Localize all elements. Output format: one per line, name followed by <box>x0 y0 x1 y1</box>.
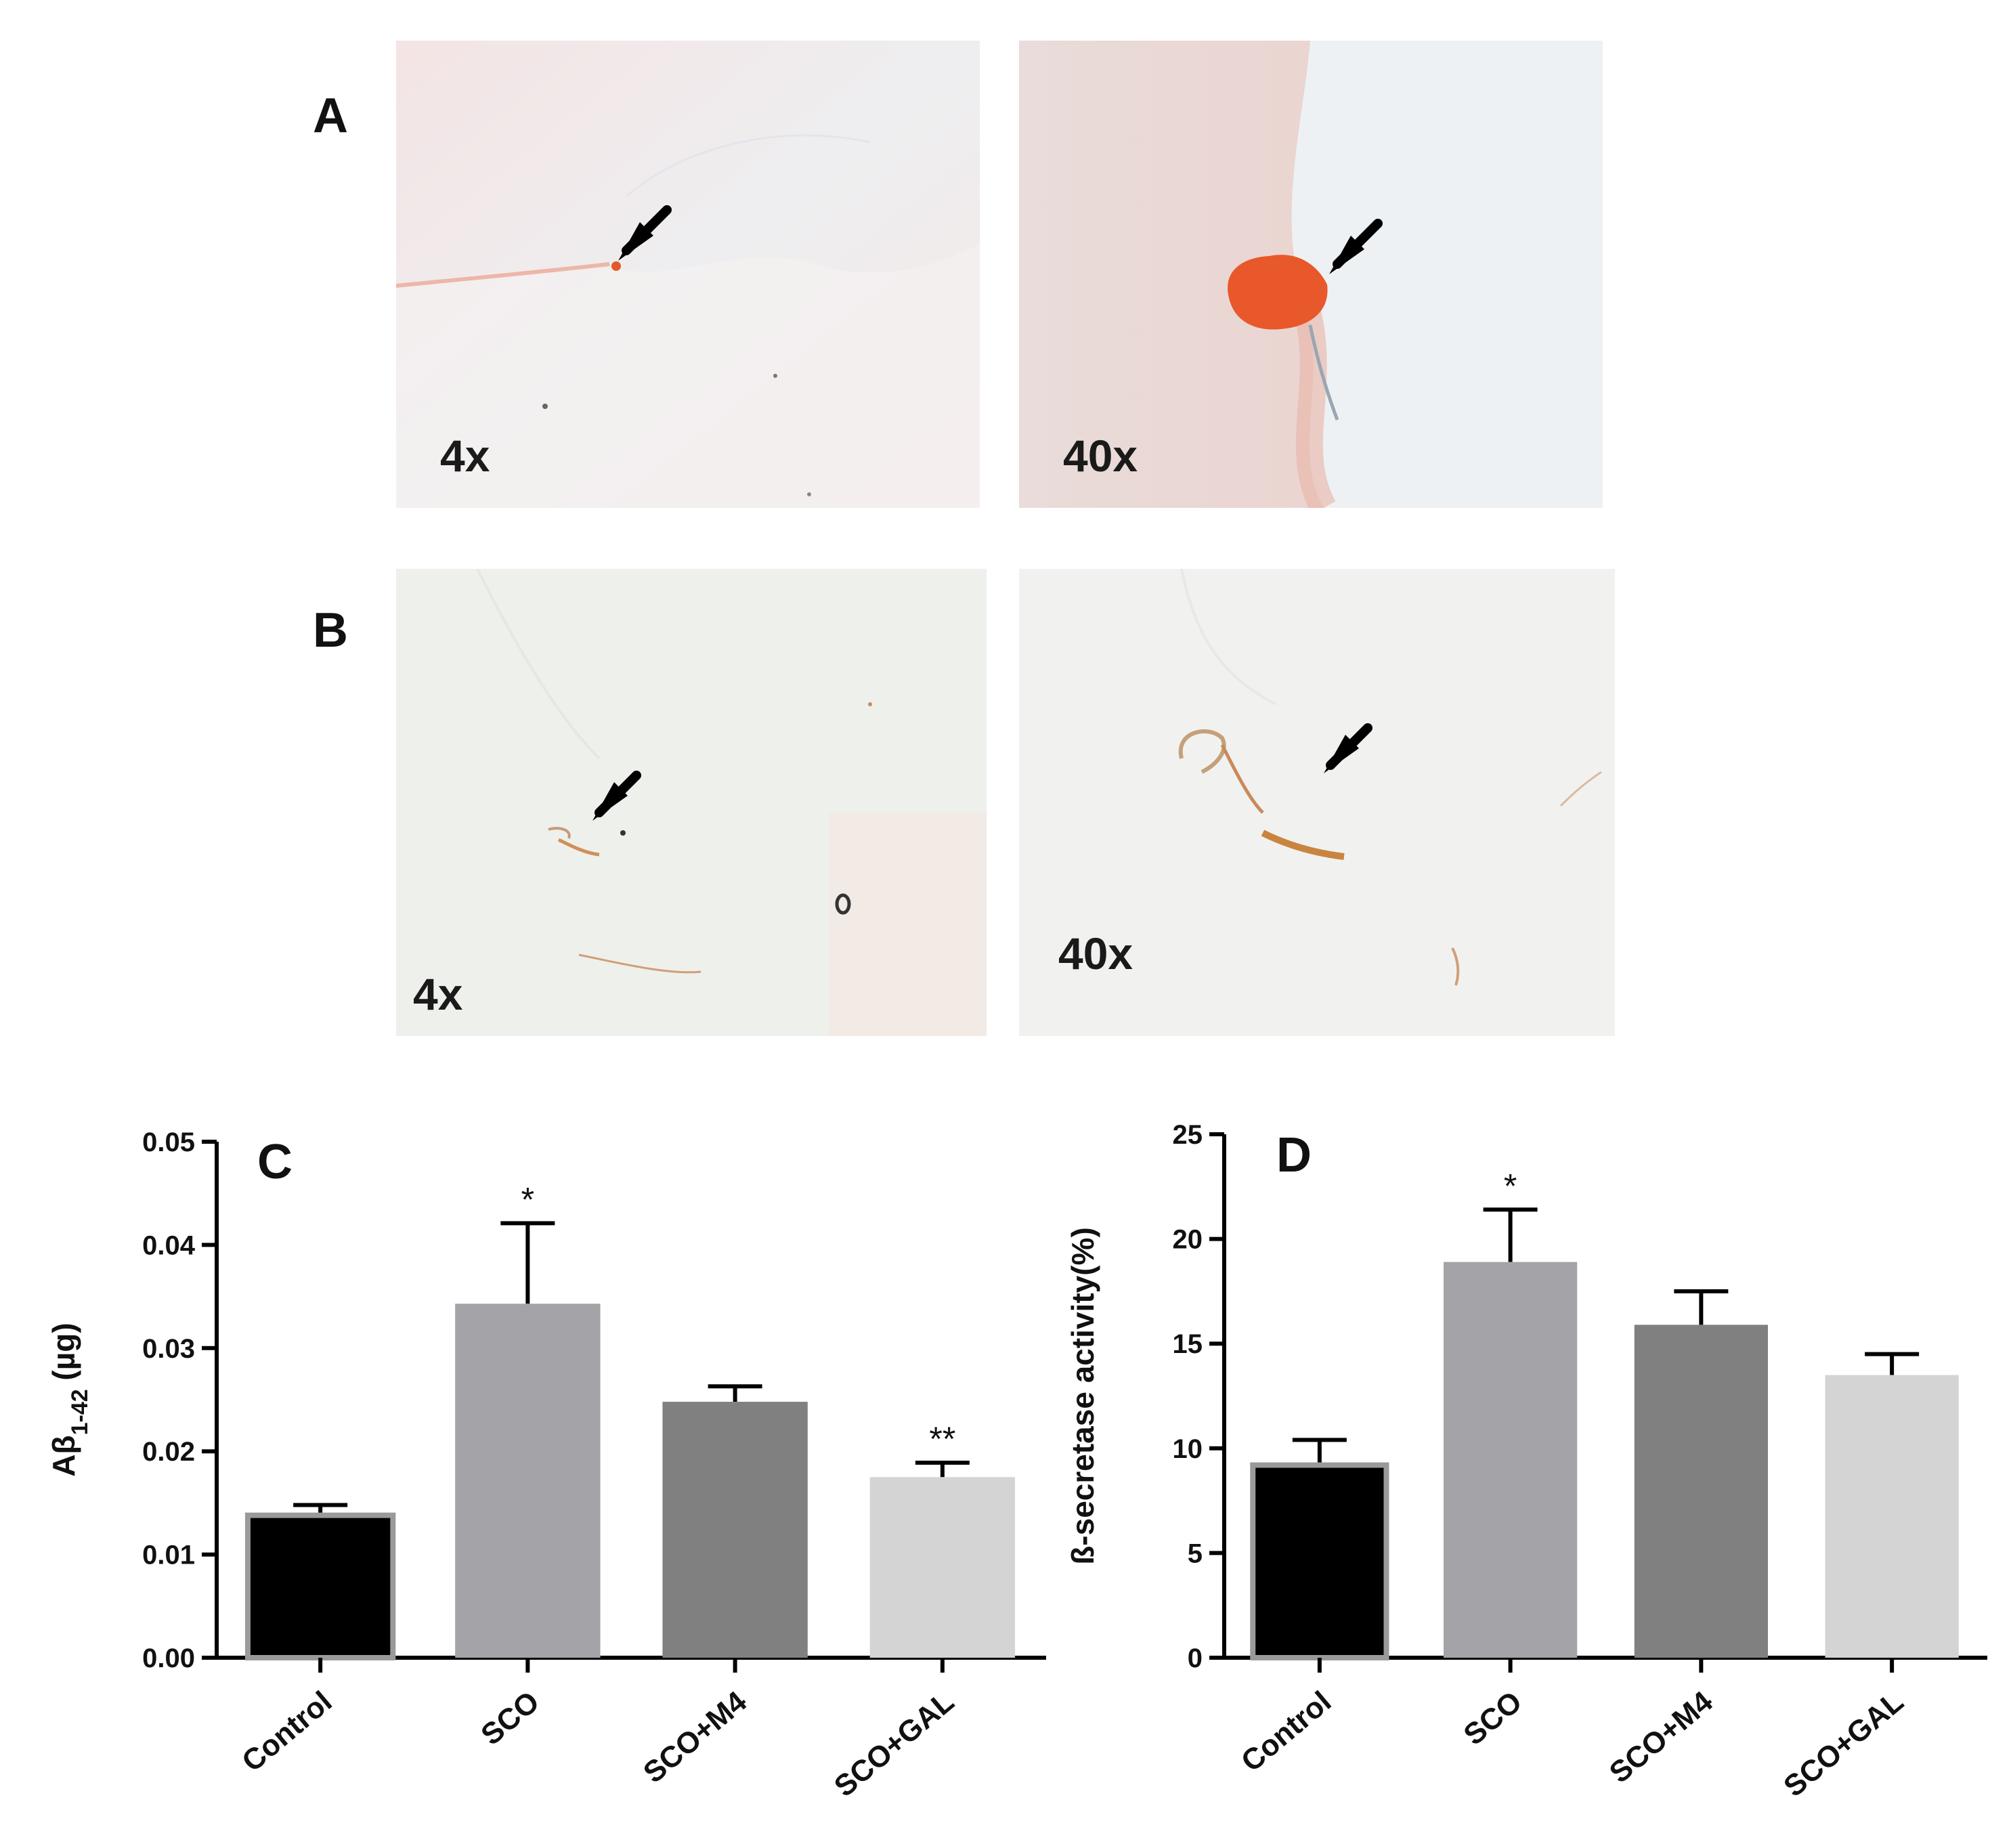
chart-c-y-tick-label: 0.04 <box>142 1230 196 1260</box>
chart-c-category-label: SCO+GAL <box>828 1685 960 1803</box>
chart-d-y-tick-label: 20 <box>1173 1225 1203 1255</box>
chart-c-category-label: Control <box>236 1685 338 1778</box>
chart-d-bar <box>1825 1375 1959 1658</box>
chart-d-significance-marker: * <box>1504 1167 1517 1205</box>
chart-d-category-label: Control <box>1235 1685 1337 1778</box>
micrograph-b-40x: 40x <box>1019 569 1615 1036</box>
chart-c-y-tick-label: 0.00 <box>142 1643 195 1673</box>
chart-d-bar <box>1634 1325 1768 1658</box>
micrograph-a-4x: 4x <box>396 41 980 508</box>
chart-c-bar <box>455 1304 601 1658</box>
chart-d-y-tick-label: 10 <box>1173 1434 1203 1464</box>
chart-d-bar <box>1444 1262 1578 1658</box>
chart-c-bar <box>662 1402 808 1658</box>
chart-d-category-label: SCO+GAL <box>1777 1685 1909 1803</box>
magnification-label: 40x <box>1058 928 1133 979</box>
chart-c-category-label: SCO+M4 <box>637 1685 753 1790</box>
chart-c-bar <box>244 1512 396 1660</box>
chart-c-bar <box>869 1477 1016 1658</box>
panel-label-b: B <box>313 603 348 658</box>
chart-d-panel-label: D <box>1276 1128 1312 1182</box>
chart-d-y-tick-label: 0 <box>1188 1643 1203 1673</box>
chart-d-category-label: SCO <box>1458 1685 1529 1752</box>
chart-c-y-axis-label: Aβ1-42 (µg) <box>46 1323 93 1476</box>
chart-d-y-tick-label: 5 <box>1188 1539 1203 1568</box>
magnification-label: 4x <box>440 431 490 481</box>
chart-c-y-tick-label: 0.02 <box>142 1437 195 1467</box>
chart-c-significance-marker: * <box>521 1180 534 1218</box>
chart-c-y-tick-label: 0.05 <box>142 1127 195 1157</box>
chart-c-panel-label: C <box>257 1135 293 1189</box>
chart-d-y-axis-label: ß-secretase activity(%) <box>1065 1227 1100 1565</box>
magnification-label: 40x <box>1063 431 1138 481</box>
chart-d-y-tick-label: 15 <box>1173 1329 1203 1359</box>
micrograph-b-4x: 4x <box>396 569 987 1036</box>
chart-c-significance-marker: ** <box>929 1420 955 1458</box>
micrograph-a-40x: 40x <box>1019 41 1603 508</box>
magnification-label: 4x <box>413 969 463 1019</box>
chart-c-y-tick-label: 0.01 <box>142 1541 195 1570</box>
chart-d-category-label: SCO+M4 <box>1603 1685 1719 1790</box>
chart-d-y-tick-label: 25 <box>1173 1120 1203 1150</box>
chart-c-category-label: SCO <box>475 1685 546 1752</box>
chart-d-bar <box>1250 1462 1389 1660</box>
chart-c-y-tick-label: 0.03 <box>142 1334 195 1364</box>
panel-label-a: A <box>313 89 348 143</box>
